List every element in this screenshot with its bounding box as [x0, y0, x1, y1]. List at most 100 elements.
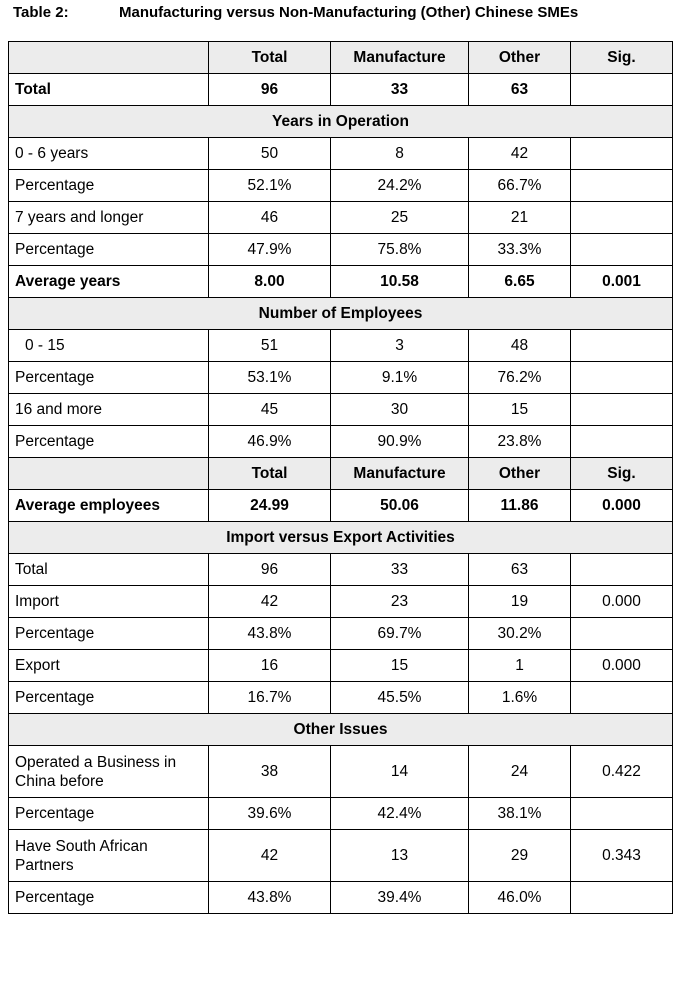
row-label: Export [8, 649, 209, 682]
row-label: Percentage [8, 681, 209, 714]
cell-manufacture: 3 [330, 329, 469, 362]
cell-other: 24 [468, 745, 571, 798]
cell-total: 52.1% [208, 169, 331, 202]
column-header-row: Total Manufacture Other Sig. [8, 41, 673, 74]
cell-total: 39.6% [208, 797, 331, 830]
cell-other: 33.3% [468, 233, 571, 266]
cell-manufacture: 10.58 [330, 265, 469, 298]
cell-other: 21 [468, 201, 571, 234]
cell-manufacture: 30 [330, 393, 469, 426]
cell-sig: 0.001 [570, 265, 673, 298]
row-label: 0 - 15 [8, 329, 209, 362]
table-row: Export 16 15 1 0.000 [8, 649, 673, 682]
row-label-line: China before [15, 772, 104, 790]
header-other: Other [468, 457, 571, 490]
row-label: Average years [8, 265, 209, 298]
cell-manufacture: 23 [330, 585, 469, 618]
cell-total: 38 [208, 745, 331, 798]
cell-other: 66.7% [468, 169, 571, 202]
header-total: Total [208, 41, 331, 74]
cell-total: 42 [208, 585, 331, 618]
cell-other: 23.8% [468, 425, 571, 458]
section-title: Number of Employees [8, 297, 673, 330]
header-sig: Sig. [570, 41, 673, 74]
cell-sig [570, 425, 673, 458]
row-label: 16 and more [8, 393, 209, 426]
table-row: Percentage 47.9% 75.8% 33.3% [8, 233, 673, 266]
cell-manufacture: 25 [330, 201, 469, 234]
cell-other: 76.2% [468, 361, 571, 394]
cell-sig [570, 393, 673, 426]
cell-total: 8.00 [208, 265, 331, 298]
table-row: Percentage 53.1% 9.1% 76.2% [8, 361, 673, 394]
cell-sig [570, 617, 673, 650]
cell-other: 63 [468, 73, 571, 106]
cell-total: 53.1% [208, 361, 331, 394]
cell-sig [570, 137, 673, 170]
cell-other: 19 [468, 585, 571, 618]
cell-total: 16.7% [208, 681, 331, 714]
table-row: 16 and more 45 30 15 [8, 393, 673, 426]
cell-manufacture: 75.8% [330, 233, 469, 266]
cell-manufacture: 13 [330, 829, 469, 882]
cell-sig [570, 233, 673, 266]
row-label: Percentage [8, 361, 209, 394]
cell-sig [570, 201, 673, 234]
table-row: Total 96 33 63 [8, 553, 673, 586]
cell-sig: 0.000 [570, 649, 673, 682]
table-row: Percentage 43.8% 39.4% 46.0% [8, 881, 673, 914]
row-label: 0 - 6 years [8, 137, 209, 170]
cell-total: 16 [208, 649, 331, 682]
table-row: 7 years and longer 46 25 21 [8, 201, 673, 234]
table-row: 0 - 6 years 50 8 42 [8, 137, 673, 170]
section-header-trade: Import versus Export Activities [8, 521, 673, 554]
cell-sig: 0.422 [570, 745, 673, 798]
table-row: Have South African Partners 42 13 29 0.34… [8, 829, 673, 882]
row-label-line: Operated a Business in [15, 753, 177, 771]
header-blank-cell [8, 41, 209, 74]
cell-manufacture: 9.1% [330, 361, 469, 394]
cell-total: 43.8% [208, 617, 331, 650]
row-label: Percentage [8, 797, 209, 830]
cell-total: 46 [208, 201, 331, 234]
section-header-years: Years in Operation [8, 105, 673, 138]
row-label-line: Partners [15, 856, 74, 874]
cell-total: 43.8% [208, 881, 331, 914]
table-row: Operated a Business in China before 38 14… [8, 745, 673, 798]
header-total: Total [208, 457, 331, 490]
cell-sig: 0.000 [570, 585, 673, 618]
cell-total: 45 [208, 393, 331, 426]
table-row: 0 - 15 51 3 48 [8, 329, 673, 362]
cell-manufacture: 8 [330, 137, 469, 170]
cell-total: 42 [208, 829, 331, 882]
table-number: Table 2: [13, 4, 69, 21]
table-row: Percentage 39.6% 42.4% 38.1% [8, 797, 673, 830]
cell-other: 29 [468, 829, 571, 882]
cell-total: 96 [208, 553, 331, 586]
cell-total: 46.9% [208, 425, 331, 458]
cell-manufacture: 15 [330, 649, 469, 682]
section-header-other: Other Issues [8, 713, 673, 746]
cell-total: 96 [208, 73, 331, 106]
total-row: Total 96 33 63 [8, 73, 673, 106]
cell-sig: 0.343 [570, 829, 673, 882]
table-row: Import 42 23 19 0.000 [8, 585, 673, 618]
table-row: Percentage 52.1% 24.2% 66.7% [8, 169, 673, 202]
section-title: Years in Operation [8, 105, 673, 138]
average-employees-row: Average employees 24.99 50.06 11.86 0.00… [8, 489, 673, 522]
header-other: Other [468, 41, 571, 74]
cell-sig [570, 881, 673, 914]
average-years-row: Average years 8.00 10.58 6.65 0.001 [8, 265, 673, 298]
row-label: Import [8, 585, 209, 618]
row-label-line: Have South African [15, 837, 148, 855]
section-title: Other Issues [8, 713, 673, 746]
cell-other: 30.2% [468, 617, 571, 650]
cell-manufacture: 50.06 [330, 489, 469, 522]
row-label: Average employees [8, 489, 209, 522]
row-label: Percentage [8, 233, 209, 266]
cell-sig [570, 681, 673, 714]
table-row: Percentage 43.8% 69.7% 30.2% [8, 617, 673, 650]
cell-sig [570, 361, 673, 394]
cell-manufacture: 24.2% [330, 169, 469, 202]
cell-manufacture: 90.9% [330, 425, 469, 458]
